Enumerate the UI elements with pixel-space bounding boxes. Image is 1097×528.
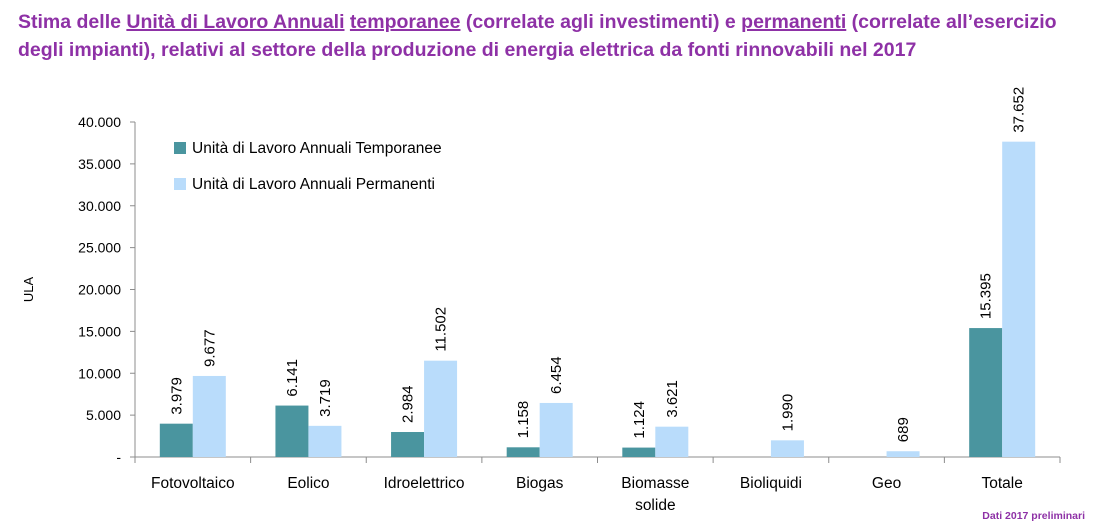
legend-swatch xyxy=(174,142,186,154)
y-tick-label: 20.000 xyxy=(78,282,121,298)
y-tick-label: 30.000 xyxy=(78,198,121,214)
x-category-label: Biomasse xyxy=(621,475,689,492)
data-label: 15.395 xyxy=(978,273,995,319)
data-label: 689 xyxy=(895,417,912,442)
legend-swatch xyxy=(174,178,186,190)
data-label: 2.984 xyxy=(400,385,417,423)
legend-label: Unità di Lavoro Annuali Permanenti xyxy=(192,176,435,193)
bar xyxy=(1002,141,1036,458)
data-label: 3.979 xyxy=(168,377,185,415)
bar xyxy=(308,425,342,457)
x-category-label: Biogas xyxy=(516,475,564,492)
footnote: Dati 2017 preliminari xyxy=(982,510,1085,522)
x-category-label: Eolico xyxy=(287,475,329,492)
bar xyxy=(159,423,193,457)
data-label: 37.652 xyxy=(1011,87,1028,133)
data-label: 1.158 xyxy=(515,401,532,439)
bar xyxy=(969,328,1003,457)
bar xyxy=(391,432,425,457)
x-category-label: Geo xyxy=(872,475,901,492)
y-tick-label: 5.000 xyxy=(86,407,121,423)
y-tick-label: 15.000 xyxy=(78,323,121,339)
title-segment: Stima delle xyxy=(18,11,127,33)
y-axis-label: ULA xyxy=(21,277,36,303)
bar xyxy=(192,375,226,457)
x-category-label: Idroelettrico xyxy=(384,475,465,492)
data-label: 6.454 xyxy=(548,356,565,394)
bar xyxy=(424,360,458,457)
data-label: 11.502 xyxy=(433,307,450,352)
title-segment: permanenti xyxy=(741,11,847,33)
y-tick-label: 25.000 xyxy=(78,240,121,256)
data-label: 6.141 xyxy=(284,359,301,397)
data-label: 3.621 xyxy=(664,380,681,418)
y-tick-label: 35.000 xyxy=(78,156,121,172)
legend-label: Unità di Lavoro Annuali Temporanee xyxy=(192,140,442,157)
data-label: 3.719 xyxy=(317,379,334,417)
data-label: 1.124 xyxy=(631,401,648,439)
x-category-label: Bioliquidi xyxy=(740,475,802,492)
y-tick-label: 10.000 xyxy=(78,365,121,381)
title-segment: (correlate all’esercizio degli impianti)… xyxy=(18,11,1057,61)
x-category-label: solide xyxy=(635,497,676,514)
title-segment: (correlate agli investimenti) e xyxy=(460,11,742,33)
bar xyxy=(655,426,689,457)
data-label: 1.990 xyxy=(779,394,796,432)
bar xyxy=(622,447,656,457)
bar xyxy=(886,451,920,457)
page-title: Stima delle Unità di Lavoro Annuali temp… xyxy=(18,8,1080,64)
bar xyxy=(539,402,573,457)
bar xyxy=(506,447,540,457)
y-tick-label: - xyxy=(116,449,121,465)
data-label: 9.677 xyxy=(201,329,218,367)
bar xyxy=(275,405,309,457)
title-segment: Unità di Lavoro Annuali xyxy=(126,11,345,33)
bar xyxy=(770,440,804,457)
title-segment: temporanee xyxy=(349,11,461,33)
x-category-label: Fotovoltaico xyxy=(151,475,235,492)
y-tick-label: 40.000 xyxy=(78,114,121,130)
x-category-label: Totale xyxy=(982,475,1023,492)
